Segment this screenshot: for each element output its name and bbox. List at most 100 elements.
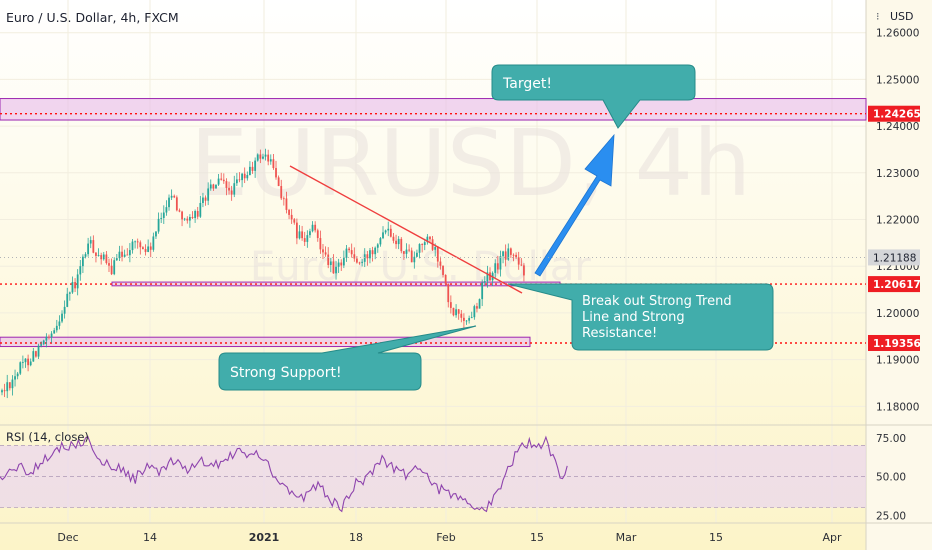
rsi-axis-tick: 25.00 [876, 510, 906, 522]
candle-body [395, 240, 397, 245]
candle-body [410, 250, 413, 263]
chart-title: Euro / U.S. Dollar, 4h, FXCM [6, 10, 179, 25]
candle-body [147, 246, 150, 252]
candle-body [416, 252, 418, 257]
candle-body [136, 241, 139, 243]
candle-body [134, 241, 136, 243]
time-axis: Dec 14 2021 18 Feb 15 Mar 15 Apr [57, 531, 842, 544]
callout-support-shape [218, 325, 477, 391]
candle-body [405, 249, 408, 254]
candle-body [196, 210, 199, 217]
candle-body [155, 231, 157, 237]
candle-body [262, 156, 264, 159]
candle-body [337, 262, 340, 267]
candle-body [376, 244, 379, 248]
candle-body [353, 254, 356, 259]
candle-body [35, 351, 37, 357]
candle-body [121, 251, 123, 257]
candle-body [212, 184, 215, 189]
candle-body [400, 238, 403, 252]
candle-body [408, 249, 411, 251]
candle-body [123, 254, 126, 257]
candle-body [144, 249, 147, 252]
candle-body [504, 251, 507, 260]
candle-body [202, 197, 204, 203]
candle-body [27, 358, 29, 366]
candle-body [84, 254, 87, 257]
candle-body [449, 302, 452, 308]
price-axis-tick: 1.23000 [876, 168, 919, 180]
candle-body [199, 202, 202, 217]
candle-body [246, 174, 249, 179]
candle-body [457, 309, 460, 314]
candle-body [371, 250, 374, 255]
candles [1, 148, 525, 399]
candle-body [267, 154, 270, 162]
price-axis-tick: 1.22000 [876, 215, 919, 227]
trend-line[interactable] [289, 165, 523, 294]
candle-body [178, 210, 181, 212]
candle-body [455, 309, 457, 316]
candle-body [470, 317, 473, 319]
candle-body [170, 195, 173, 198]
candle-body [481, 282, 484, 300]
candle-body [92, 240, 95, 253]
candle-body [329, 261, 332, 265]
rsi-line [0, 435, 568, 513]
candle-body [241, 173, 243, 181]
candle-body [356, 258, 358, 263]
price-axis-tick: 1.20000 [876, 308, 919, 320]
candle-body [55, 325, 58, 331]
price-axis-tick: 1.18000 [876, 401, 919, 413]
callout-support[interactable]: Strong Support! [218, 325, 477, 391]
candle-body [186, 218, 189, 221]
candle-body [235, 179, 238, 184]
candle-body [413, 256, 416, 263]
candle-body [374, 247, 377, 255]
candle-body [282, 198, 285, 200]
candle-body [465, 320, 468, 322]
candle-body [496, 263, 499, 270]
candle-body [473, 306, 476, 318]
callout-breakout-shape [507, 283, 774, 351]
candle-body [89, 240, 92, 244]
candle-body [463, 317, 465, 321]
candle-body [139, 242, 142, 248]
candle-body [217, 178, 220, 185]
currency-menu-icon[interactable]: ⁝ [876, 10, 880, 23]
price-level-tag [868, 105, 920, 122]
candle-body [207, 188, 210, 201]
candle-body [254, 160, 257, 171]
candle-body [389, 228, 392, 237]
callout-breakout[interactable]: Break out Strong Trend Line and Strong R… [507, 283, 774, 351]
candle-body [168, 197, 170, 208]
last-price-tag [868, 249, 920, 266]
candle-body [314, 224, 317, 231]
target-arrow[interactable] [534, 133, 615, 277]
candle-body [243, 173, 246, 179]
candle-body [322, 249, 324, 253]
candle-body [523, 265, 525, 276]
candle-body [181, 211, 183, 220]
candle-body [384, 230, 387, 233]
price-axis-tick: 1.26000 [876, 28, 919, 40]
candle-body [160, 217, 163, 219]
candle-body [509, 248, 512, 255]
price-axis-tick: 1.25000 [876, 74, 919, 86]
candle-body [79, 266, 82, 275]
candle-body [379, 238, 382, 245]
candle-body [175, 197, 178, 211]
candle-body [280, 186, 283, 199]
candle-body [499, 256, 502, 270]
candle-body [290, 214, 293, 220]
candle-body [295, 222, 298, 239]
time-axis-tick: Mar [616, 531, 637, 544]
support-resistance-zone [0, 336, 531, 348]
candle-body [14, 376, 16, 380]
candle-body [48, 336, 50, 338]
callout-target[interactable]: Target! [491, 64, 696, 129]
callout-target-shape [491, 64, 696, 129]
candle-body [397, 238, 400, 245]
candle-body [249, 166, 251, 175]
